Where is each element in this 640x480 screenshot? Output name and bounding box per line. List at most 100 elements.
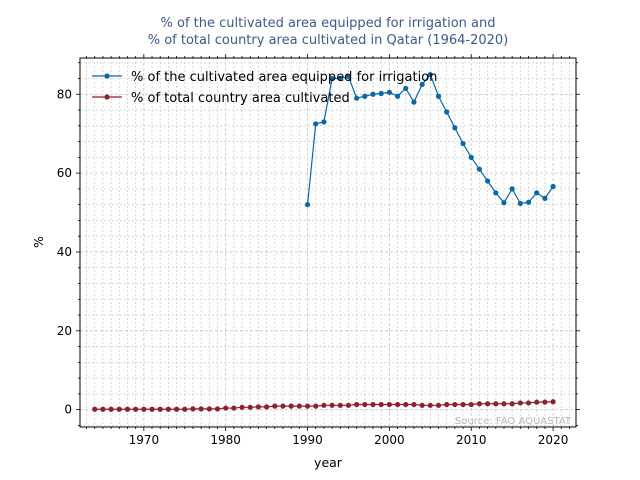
data-point	[272, 403, 278, 409]
data-point	[149, 406, 155, 412]
data-point	[329, 402, 335, 408]
plot-frame	[79, 57, 577, 428]
data-point	[501, 401, 507, 407]
data-point	[354, 95, 360, 101]
data-point	[476, 401, 483, 407]
data-point	[493, 401, 499, 407]
data-point	[452, 401, 458, 408]
data-point	[141, 406, 147, 412]
data-point	[525, 199, 532, 205]
data-point	[427, 402, 433, 408]
data-point	[264, 404, 270, 410]
data-point	[534, 190, 540, 196]
data-point	[304, 403, 311, 409]
data-point	[337, 402, 343, 408]
data-point	[419, 402, 425, 408]
data-point	[165, 406, 171, 412]
data-point	[313, 121, 319, 127]
data-point	[386, 89, 392, 95]
x-tick-label: 1980	[210, 433, 241, 447]
data-point	[173, 406, 180, 412]
legend: % of the cultivated area equipped for ir…	[92, 70, 437, 106]
data-point	[296, 403, 302, 409]
data-point	[190, 406, 196, 412]
data-point	[321, 402, 327, 408]
y-tick-label: 60	[57, 166, 72, 180]
data-point	[460, 140, 466, 147]
data-point	[378, 90, 384, 97]
data-point	[280, 403, 286, 409]
data-point	[321, 119, 327, 125]
data-point	[485, 401, 491, 407]
data-point	[394, 93, 401, 99]
data-point	[304, 202, 311, 208]
data-point	[92, 406, 98, 412]
x-tick-label: 2000	[374, 433, 405, 447]
data-point	[444, 109, 450, 115]
data-point	[525, 400, 532, 406]
data-point	[403, 85, 409, 91]
data-point	[468, 401, 474, 408]
series-layer	[92, 71, 556, 412]
data-point	[345, 402, 352, 408]
data-point	[485, 178, 491, 184]
data-point	[411, 99, 417, 105]
data-point	[386, 401, 392, 408]
legend-marker-cultivated	[104, 94, 110, 100]
data-point	[493, 190, 499, 196]
data-point	[206, 406, 212, 412]
x-axis-label: year	[314, 455, 343, 470]
x-tick-label: 1970	[129, 433, 160, 447]
data-point	[550, 183, 556, 190]
data-point	[419, 81, 425, 88]
data-point	[116, 406, 122, 412]
data-point	[337, 75, 343, 82]
axis-ticks: 1970 1980 1990 2000 2010 2020 0 20 40 60 80	[57, 54, 580, 447]
data-point	[124, 406, 131, 412]
data-point	[460, 401, 466, 408]
data-point	[509, 186, 515, 192]
data-point	[542, 195, 548, 201]
data-point	[509, 401, 515, 407]
y-tick-label: 20	[57, 324, 72, 338]
data-point	[231, 405, 237, 411]
data-point	[133, 406, 139, 412]
data-point	[378, 401, 384, 408]
data-point	[394, 401, 401, 408]
data-point	[468, 154, 474, 160]
y-tick-label: 80	[57, 87, 72, 101]
data-point	[362, 401, 368, 408]
data-point	[517, 400, 523, 406]
data-point	[108, 406, 114, 412]
data-point	[214, 406, 221, 412]
data-point	[313, 403, 319, 409]
data-point	[354, 401, 360, 408]
data-point	[239, 404, 245, 410]
legend-label-cultivated: % of total country area cultivated	[131, 91, 350, 106]
data-point	[403, 401, 409, 408]
data-point	[362, 93, 368, 99]
data-point	[370, 91, 376, 97]
x-tick-label: 2010	[456, 433, 487, 447]
data-point	[517, 200, 523, 207]
chart-title-line-1: % of the cultivated area equipped for ir…	[161, 16, 496, 31]
grid	[80, 58, 576, 427]
x-tick-label: 2020	[538, 433, 569, 447]
x-tick-label: 1990	[292, 433, 323, 447]
data-point	[427, 71, 433, 78]
data-point	[370, 401, 376, 408]
source-note: Source: FAO AQUASTAT	[455, 416, 572, 427]
data-point	[182, 406, 188, 412]
data-point	[198, 406, 204, 412]
data-point	[452, 125, 458, 131]
data-point	[534, 399, 540, 405]
data-point	[223, 405, 229, 411]
data-point	[476, 166, 483, 172]
series-1	[304, 71, 556, 208]
series-2	[92, 399, 556, 412]
data-point	[444, 401, 450, 408]
legend-label-irrigation: % of the cultivated area equipped for ir…	[131, 70, 437, 85]
data-point	[157, 406, 163, 412]
legend-marker-irrigation	[104, 73, 110, 79]
